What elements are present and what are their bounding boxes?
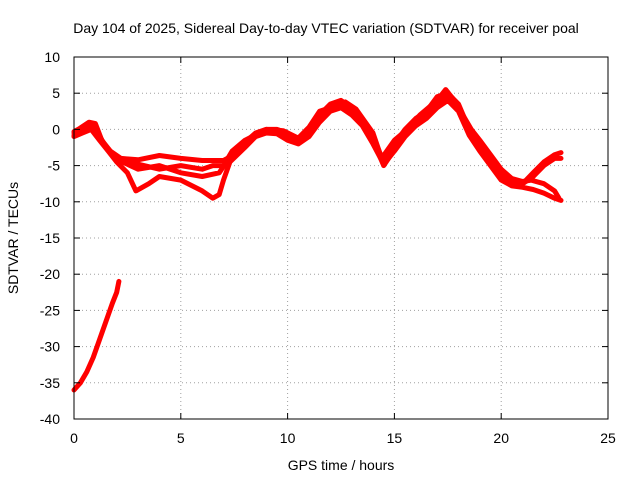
x-tick-labels: 0 5 10 15 20 25	[70, 430, 616, 446]
x-tick-label: 0	[70, 430, 78, 446]
series-trace-4	[71, 87, 562, 201]
y-tick-label: -25	[40, 302, 60, 318]
x-tick-label: 15	[387, 430, 403, 446]
y-tick-label: 10	[44, 49, 60, 65]
y-tick-label: -10	[40, 194, 60, 210]
x-tick-label: 20	[493, 430, 509, 446]
x-axis-title: GPS time / hours	[288, 457, 395, 473]
series-trace-3	[71, 97, 564, 203]
x-tick-label: 25	[600, 430, 616, 446]
series-trace-5	[71, 278, 122, 393]
y-tick-label: -40	[40, 411, 60, 427]
y-axis-title: SDTVAR / TECUs	[5, 182, 21, 294]
y-tick-label: 0	[52, 121, 60, 137]
ticks	[73, 56, 609, 420]
y-tick-label: -5	[48, 158, 61, 174]
y-tick-labels: 10 5 0 -5 -10 -15 -20 -25 -30 -35 -40	[40, 49, 60, 427]
series-layer	[71, 87, 564, 393]
y-tick-label: -35	[40, 375, 60, 391]
x-tick-label: 10	[280, 430, 296, 446]
grid	[74, 57, 608, 419]
y-tick-label: 5	[52, 85, 60, 101]
series-trace-2	[71, 94, 564, 187]
x-tick-label: 5	[177, 430, 185, 446]
y-tick-label: -20	[40, 266, 60, 282]
y-tick-label: -30	[40, 339, 60, 355]
y-tick-label: -15	[40, 230, 60, 246]
chart-title: Day 104 of 2025, Sidereal Day-to-day VTE…	[73, 20, 579, 36]
